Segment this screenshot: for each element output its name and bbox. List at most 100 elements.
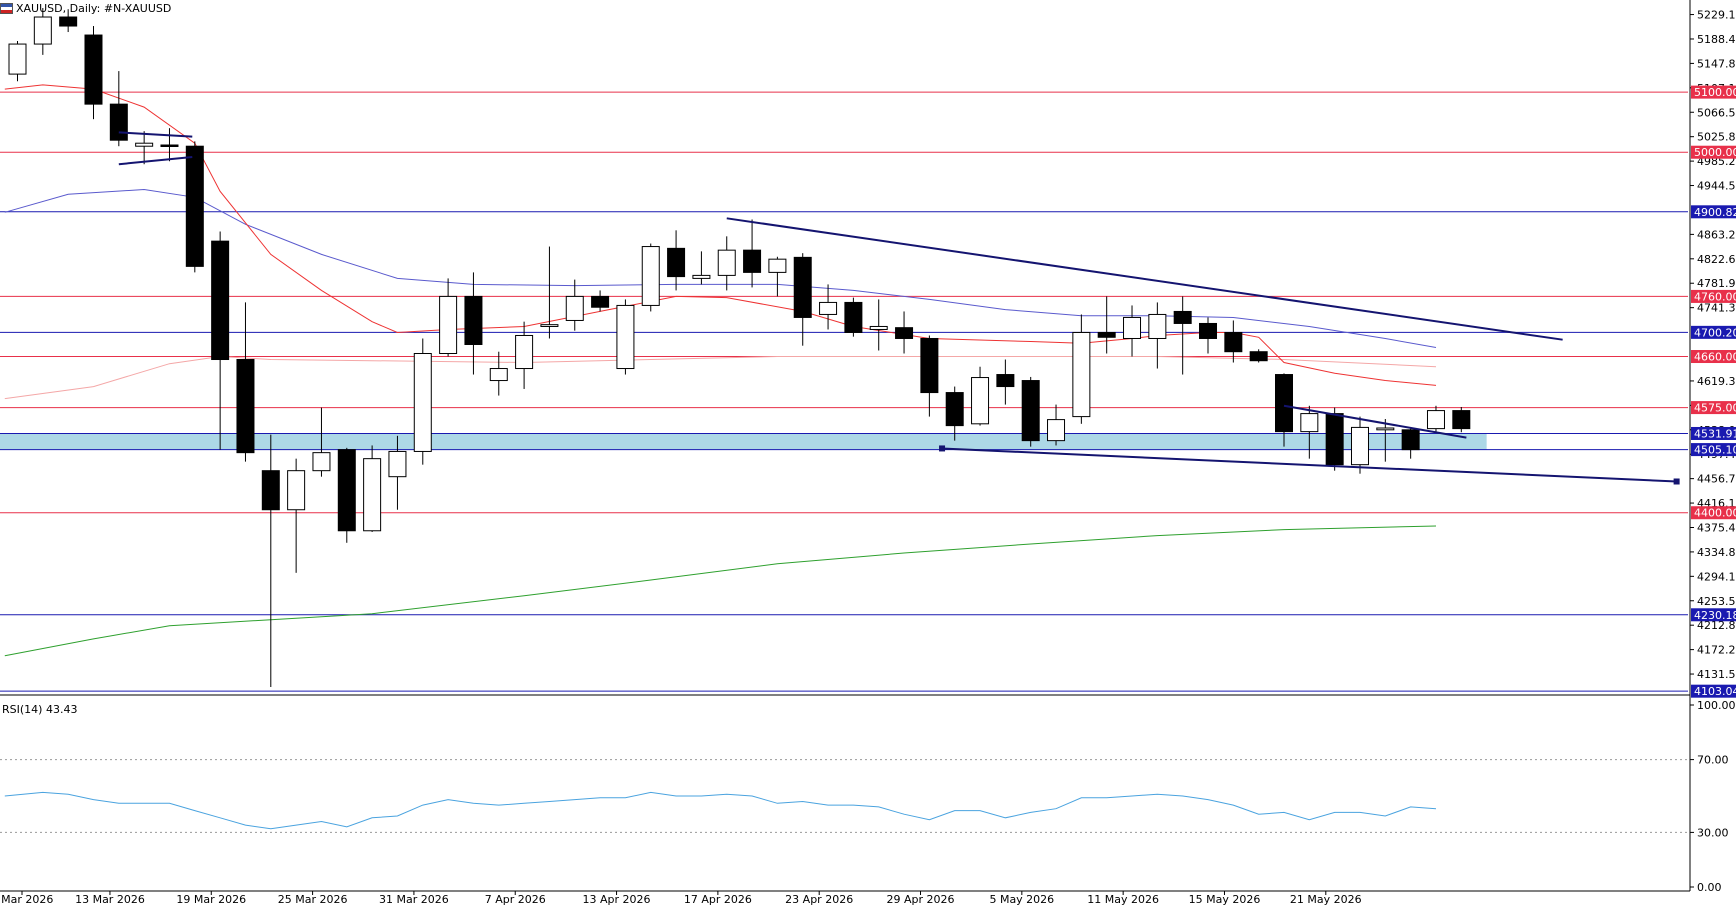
- candle: [1123, 305, 1142, 357]
- level-price-box: [1691, 289, 1736, 303]
- candle-body: [84, 34, 103, 105]
- candle-body: [1401, 429, 1420, 451]
- candle-body: [945, 392, 964, 427]
- date-tick-label: 29 Apr 2026: [887, 893, 955, 906]
- support-zone: [0, 433, 1487, 450]
- candle-body: [996, 374, 1015, 388]
- price-tick-label: 4334.80: [1697, 546, 1736, 559]
- candle: [692, 251, 711, 285]
- candle: [1173, 296, 1192, 375]
- price-tick-label: 4253.50: [1697, 595, 1736, 608]
- candle: [1300, 405, 1319, 459]
- price-tick-label: 4741.30: [1697, 302, 1736, 315]
- candle-body: [1275, 374, 1293, 433]
- level-price-label: 4103.04: [1694, 685, 1736, 698]
- candle-body: [1224, 331, 1243, 353]
- candle: [1350, 416, 1369, 474]
- date-tick-label: 9 Mar 2026: [0, 893, 53, 906]
- date-tick-label: 5 May 2026: [989, 893, 1054, 906]
- candle-body: [793, 256, 812, 318]
- candle-body: [1021, 380, 1040, 442]
- candle-body: [8, 43, 27, 75]
- level-price-box: [1691, 608, 1736, 622]
- candle-body: [869, 325, 888, 330]
- candle: [945, 386, 964, 441]
- candle-body: [1452, 410, 1471, 430]
- level-price-label: 5000.00: [1694, 146, 1736, 159]
- candle-body: [895, 327, 914, 339]
- candle: [971, 366, 990, 426]
- candle: [1047, 404, 1066, 446]
- price-tick-label: 4212.85: [1697, 619, 1736, 632]
- candle: [337, 447, 356, 543]
- price-tick-label: 5229.10: [1697, 9, 1736, 22]
- candle: [363, 445, 382, 532]
- candle-body: [337, 449, 356, 532]
- price-tick-label: 4781.95: [1697, 277, 1736, 290]
- candle: [844, 297, 863, 337]
- candle-body: [1123, 316, 1142, 339]
- rsi-tick-label: 30.00: [1697, 826, 1729, 839]
- date-tick-label: 19 Mar 2026: [176, 893, 246, 906]
- candle-body: [844, 301, 863, 333]
- candle: [743, 219, 762, 288]
- trendline: [1283, 404, 1467, 439]
- candle: [540, 246, 559, 339]
- candle-body: [667, 247, 686, 278]
- candle: [768, 256, 787, 297]
- level-price-box: [1691, 205, 1736, 219]
- chart-title: XAUUSD, Daily: #N-XAUUSD: [16, 2, 172, 15]
- level-price-box: [1691, 684, 1736, 698]
- candle-body: [464, 295, 483, 345]
- price-tick-label: 4944.55: [1697, 180, 1736, 193]
- level-price-label: 4400.00: [1694, 507, 1736, 520]
- price-tick-label: 4131.55: [1697, 668, 1736, 681]
- candle: [59, 9, 78, 33]
- candle-body: [1097, 331, 1116, 338]
- trendline-anchor: [1673, 478, 1680, 485]
- trendline: [726, 217, 1563, 341]
- candle-body: [160, 144, 179, 148]
- candle: [1021, 376, 1040, 447]
- candle-body: [1148, 313, 1167, 339]
- candle-body: [312, 452, 331, 472]
- candle-body: [59, 16, 78, 27]
- candle: [33, 8, 52, 55]
- level-price-box: [1691, 145, 1736, 159]
- candle-body: [743, 249, 762, 273]
- price-tick-label: 4619.35: [1697, 375, 1736, 388]
- candle: [1325, 407, 1344, 471]
- candle-body: [692, 274, 711, 279]
- rsi-tick-label: 70.00: [1697, 754, 1729, 767]
- candle-body: [616, 304, 635, 370]
- candle: [565, 279, 584, 331]
- candle-body: [236, 359, 255, 454]
- candle-body: [388, 450, 407, 478]
- date-tick-label: 7 Apr 2026: [485, 893, 546, 906]
- candle-body: [211, 240, 230, 361]
- candle: [793, 253, 812, 346]
- candle: [1401, 427, 1420, 459]
- candle-body: [1376, 427, 1395, 431]
- candle-body: [1426, 410, 1445, 430]
- price-tick-label: 4863.25: [1697, 228, 1736, 241]
- candle: [261, 434, 280, 687]
- level-price-label: 4700.20: [1694, 326, 1736, 339]
- trendline: [118, 131, 193, 138]
- candle-body: [489, 368, 508, 382]
- trendline: [118, 156, 193, 166]
- candle-body: [819, 301, 838, 315]
- candle: [236, 302, 255, 462]
- candle: [1199, 317, 1218, 354]
- level-price-label: 4900.82: [1694, 206, 1736, 219]
- candle-body: [1047, 419, 1066, 442]
- candle: [109, 71, 128, 147]
- date-tick-label: 17 Apr 2026: [684, 893, 752, 906]
- symbol-flag-icon: [0, 3, 13, 14]
- candle: [819, 284, 838, 330]
- date-tick-label: 25 Mar 2026: [278, 893, 348, 906]
- candle-body: [185, 145, 204, 267]
- date-tick-label: 11 May 2026: [1087, 893, 1159, 906]
- candle: [160, 128, 179, 162]
